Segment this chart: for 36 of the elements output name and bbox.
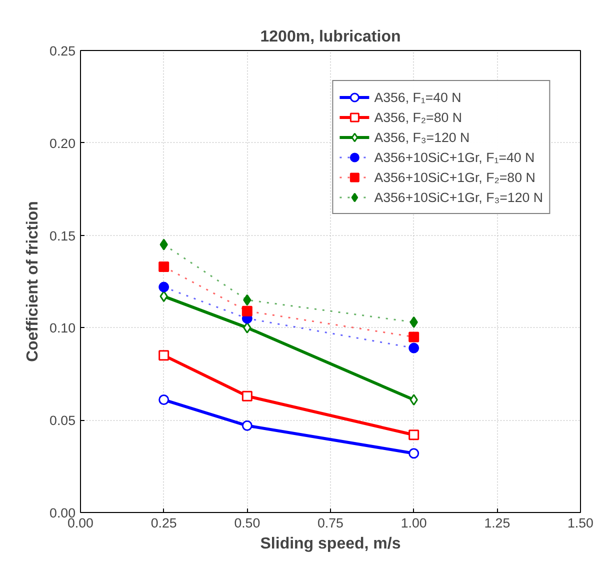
y-tick-label: 0.05 [50, 413, 76, 428]
x-axis-title: Sliding speed, m/s [260, 536, 401, 552]
x-tick-label: 1.50 [568, 516, 594, 530]
point [242, 306, 252, 316]
point [158, 261, 170, 272]
point [160, 290, 168, 302]
point [410, 316, 418, 328]
point [242, 420, 252, 431]
y-axis-title: Coefficient of friction [24, 201, 42, 362]
x-tick-label: 1.25 [484, 516, 510, 530]
y-tick-label: 0.15 [50, 228, 76, 244]
legend-label: A356, F₂=80 N [374, 110, 462, 124]
point [242, 390, 252, 402]
point [410, 394, 418, 406]
x-tick-label: 0.25 [150, 516, 177, 530]
legend-label: A356+10SiC+1Gr, F₁=40 N [374, 150, 535, 164]
point [408, 342, 420, 354]
point [158, 282, 170, 292]
point [408, 430, 420, 440]
point [160, 238, 168, 250]
legend-label: A356, F₁=40 N [374, 90, 462, 104]
point [408, 332, 420, 342]
legend-label: A356+10SiC+1Gr, F₃=120 N [374, 190, 543, 204]
point [243, 294, 252, 306]
y-tick-label: 0.10 [50, 320, 76, 336]
x-tick-label: 1.00 [400, 516, 427, 530]
point [408, 448, 420, 459]
y-tick-label: 0.25 [50, 44, 76, 58]
x-tick-label: 0.50 [234, 516, 260, 530]
point [158, 350, 170, 361]
chart-title: 1200m, lubrication [260, 28, 401, 46]
legend-label: A356+10SiC+1Gr, F₂=80 N [374, 170, 536, 184]
legend-label: A356, F₃=120 N [374, 130, 470, 144]
y-tick-label: 0.20 [50, 136, 76, 151]
x-tick-label: 0.75 [318, 516, 344, 530]
point [158, 394, 170, 406]
